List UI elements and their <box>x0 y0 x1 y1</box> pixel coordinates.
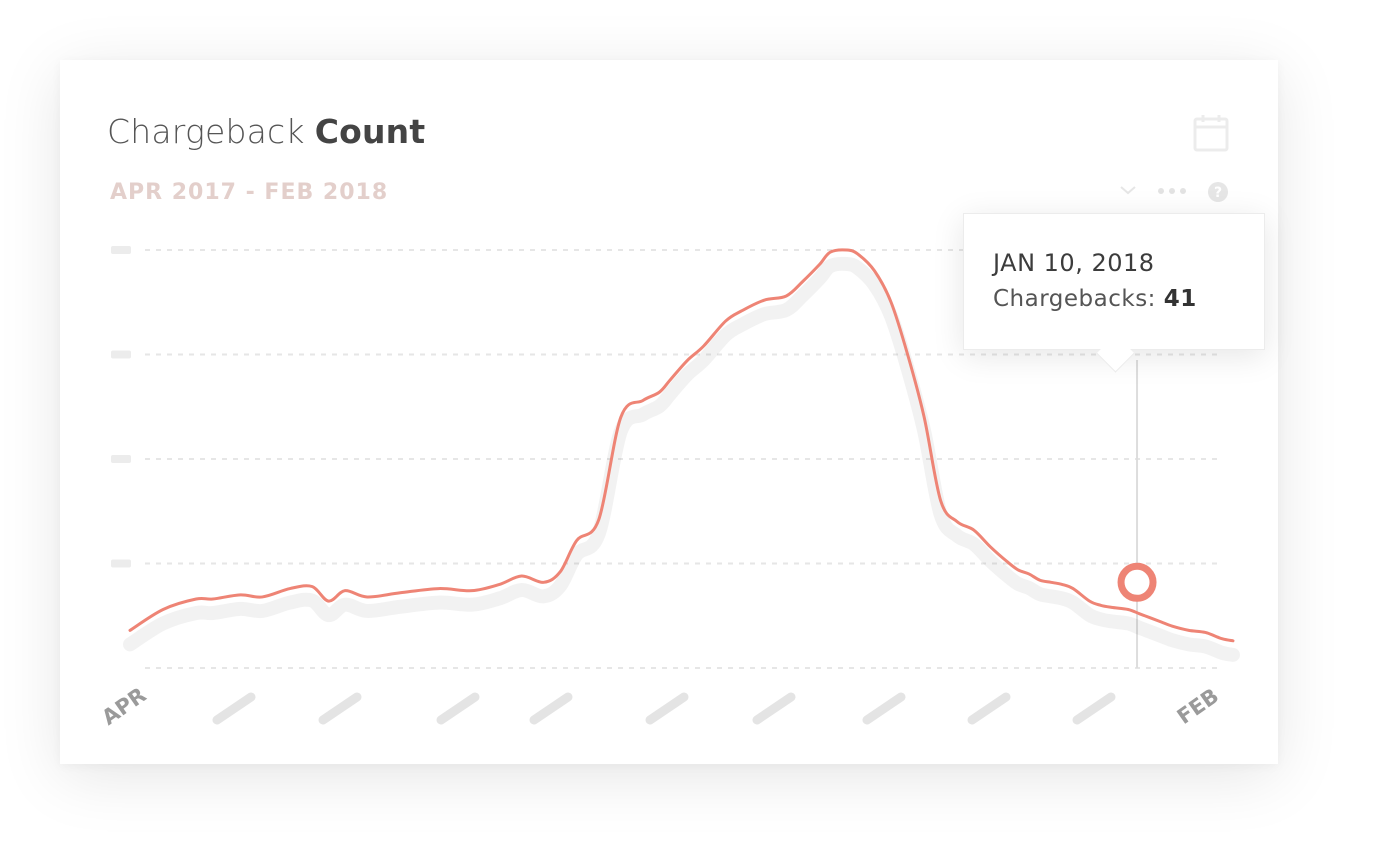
title-light: Chargeback <box>107 112 305 151</box>
y-tick-placeholder <box>111 559 131 568</box>
y-tick-placeholder <box>111 350 131 359</box>
x-tick-label: FEB <box>1173 684 1223 729</box>
tooltip-date: JAN 10, 2018 <box>993 249 1155 277</box>
x-tick-placeholder <box>212 692 256 725</box>
more-icon[interactable] <box>1157 186 1189 196</box>
help-icon[interactable]: ? <box>1207 181 1229 203</box>
date-range-label: APR 2017 - FEB 2018 <box>110 180 389 205</box>
tooltip-value-line: Chargebacks: 41 <box>993 286 1197 312</box>
series-line-shadow <box>123 256 1240 662</box>
chart-card <box>60 60 1278 764</box>
x-tick-placeholder <box>529 692 573 725</box>
chevron-down-icon[interactable] <box>1118 183 1138 197</box>
tooltip-value: 41 <box>1163 286 1197 312</box>
x-tick-placeholder <box>436 692 480 725</box>
x-tick-placeholder <box>645 692 689 725</box>
chart-title: Chargeback Count <box>107 112 425 151</box>
y-tick-placeholder <box>111 246 131 254</box>
data-tooltip <box>963 213 1265 350</box>
calendar-icon[interactable] <box>1193 114 1229 152</box>
svg-text:?: ? <box>1214 185 1222 201</box>
x-tick-placeholder <box>752 692 796 725</box>
x-tick-placeholder <box>318 692 362 725</box>
x-tick-placeholder <box>1072 692 1116 725</box>
tooltip-label: Chargebacks: <box>993 286 1156 312</box>
x-tick-label: APR <box>98 683 151 730</box>
x-tick-placeholder <box>862 692 906 725</box>
series-line <box>128 248 1235 643</box>
highlight-point <box>1117 562 1157 602</box>
y-tick-placeholder <box>111 455 131 463</box>
x-tick-placeholder <box>967 692 1011 725</box>
title-bold: Count <box>314 112 426 151</box>
